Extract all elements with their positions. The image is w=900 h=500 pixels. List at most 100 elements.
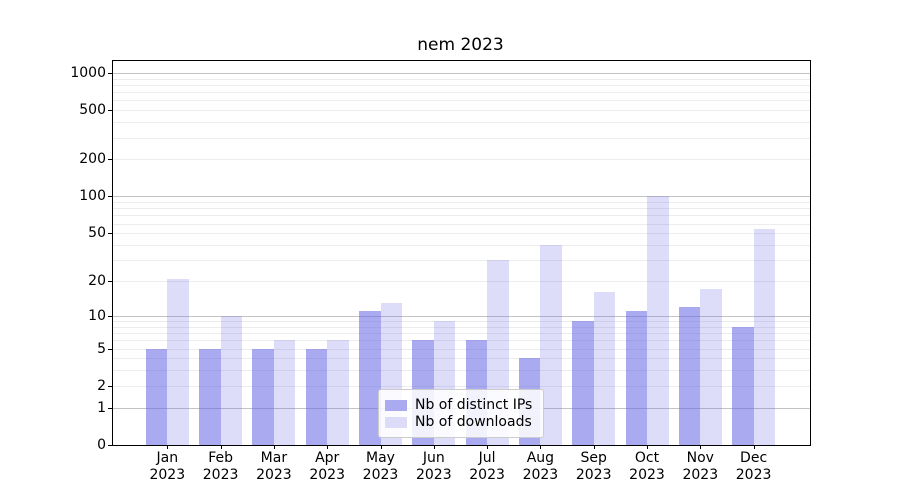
y-tick-label-5: 5	[97, 340, 106, 357]
x-tick-mark-jun	[433, 445, 435, 449]
x-tick-mark-nov	[700, 445, 702, 449]
y-tick-label-50: 50	[88, 225, 106, 242]
x-tick-mark-dec	[753, 445, 755, 449]
x-tick-mark-mar	[273, 445, 275, 449]
y-tick-mark-10	[108, 315, 112, 317]
y-tick-mark-5	[108, 348, 112, 350]
x-tick-label-feb: Feb 2023	[202, 450, 239, 483]
bar-distinct-ips-oct	[625, 311, 647, 445]
y-tick-mark-100	[108, 196, 112, 198]
gridline-900	[113, 78, 810, 80]
y-tick-mark-20	[108, 281, 112, 283]
legend-label-distinct-ips: Nb of distinct IPs	[415, 397, 533, 413]
gridline-9	[113, 321, 810, 322]
gridline-6	[113, 340, 810, 342]
y-tick-mark-50	[108, 233, 112, 235]
gridline-30	[113, 260, 810, 262]
legend: Nb of distinct IPs Nb of downloads	[378, 389, 544, 438]
gridline-1000	[113, 72, 810, 74]
y-tick-mark-2	[108, 385, 112, 387]
bar-downloads-feb	[220, 315, 243, 445]
legend-swatch-distinct-ips	[385, 399, 407, 411]
y-tick-mark-500	[108, 110, 112, 112]
bar-distinct-ips-feb	[199, 348, 221, 445]
gridline-7	[113, 333, 810, 335]
gridline-90	[113, 202, 810, 204]
bar-distinct-ips-apr	[305, 348, 328, 445]
bar-downloads-mar	[273, 340, 296, 445]
bar-distinct-ips-nov	[678, 306, 701, 445]
x-tick-mark-oct	[647, 445, 648, 449]
bar-downloads-oct	[647, 196, 669, 445]
bar-downloads-dec	[753, 229, 776, 445]
x-tick-mark-apr	[327, 445, 329, 449]
gridline-10	[113, 315, 810, 317]
y-tick-label-100: 100	[79, 188, 106, 205]
bar-distinct-ips-sep	[572, 321, 594, 445]
y-tick-label-1000: 1000	[70, 64, 106, 81]
chart-title: nem 2023	[417, 35, 504, 55]
x-tick-mark-aug	[540, 445, 542, 449]
gridline-70	[113, 215, 810, 217]
gridline-50	[113, 233, 810, 235]
bar-downloads-sep	[593, 292, 616, 445]
legend-label-downloads: Nb of downloads	[415, 414, 532, 430]
y-tick-label-500: 500	[79, 102, 106, 119]
gridline-40	[113, 245, 810, 246]
legend-swatch-downloads	[385, 416, 407, 428]
x-tick-label-jul: Jul 2023	[469, 450, 505, 483]
gridline-80	[113, 208, 810, 210]
legend-item-downloads: Nb of downloads	[385, 414, 543, 430]
x-tick-label-mar: Mar 2023	[256, 450, 292, 483]
gridline-8	[113, 326, 810, 328]
y-tick-label-1: 1	[97, 399, 106, 416]
y-tick-label-0: 0	[97, 437, 106, 453]
x-tick-label-oct: Oct 2023	[629, 450, 665, 483]
x-tick-label-dec: Dec 2023	[735, 450, 772, 483]
x-tick-label-sep: Sep 2023	[575, 450, 612, 483]
gridline-300	[113, 137, 810, 139]
x-tick-label-jun: Jun 2023	[415, 450, 452, 483]
x-tick-mark-sep	[593, 445, 595, 449]
x-tick-mark-may	[380, 445, 382, 449]
gridline-200	[113, 159, 810, 161]
bar-downloads-aug	[540, 245, 562, 445]
gridline-800	[113, 84, 810, 86]
gridline-3	[113, 370, 810, 372]
x-tick-mark-jul	[487, 445, 489, 449]
gridline-20	[113, 281, 810, 283]
x-tick-label-jan: Jan 2023	[149, 450, 186, 483]
gridline-2	[113, 385, 810, 387]
gridline-60	[113, 223, 810, 225]
bar-distinct-ips-dec	[732, 326, 754, 445]
gridline-500	[113, 110, 810, 112]
bar-distinct-ips-may	[359, 311, 381, 445]
y-tick-label-200: 200	[79, 151, 106, 168]
y-tick-label-2: 2	[97, 377, 106, 394]
bar-distinct-ips-mar	[252, 348, 274, 445]
bar-downloads-jan	[167, 278, 189, 445]
bar-downloads-nov	[700, 289, 722, 445]
bar-downloads-apr	[327, 340, 349, 445]
y-tick-label-10: 10	[88, 307, 106, 324]
gridline-4	[113, 358, 810, 360]
y-tick-mark-0	[108, 445, 112, 446]
x-tick-mark-feb	[220, 445, 222, 449]
x-tick-label-apr: Apr 2023	[309, 450, 345, 483]
y-tick-mark-1000	[108, 72, 112, 74]
x-tick-mark-jan	[167, 445, 169, 449]
gridline-700	[113, 92, 810, 94]
x-tick-label-may: May 2023	[362, 450, 399, 483]
x-tick-label-aug: Aug 2023	[522, 450, 559, 483]
gridline-5	[113, 348, 810, 350]
bar-distinct-ips-jan	[145, 348, 168, 445]
y-tick-mark-1	[108, 407, 112, 409]
x-tick-label-nov: Nov 2023	[682, 450, 719, 483]
gridline-600	[113, 100, 810, 102]
legend-item-distinct-ips: Nb of distinct IPs	[385, 397, 543, 413]
y-tick-label-20: 20	[88, 273, 106, 290]
gridline-400	[113, 122, 810, 124]
gridline-100	[113, 196, 810, 198]
y-tick-mark-200	[108, 159, 112, 161]
